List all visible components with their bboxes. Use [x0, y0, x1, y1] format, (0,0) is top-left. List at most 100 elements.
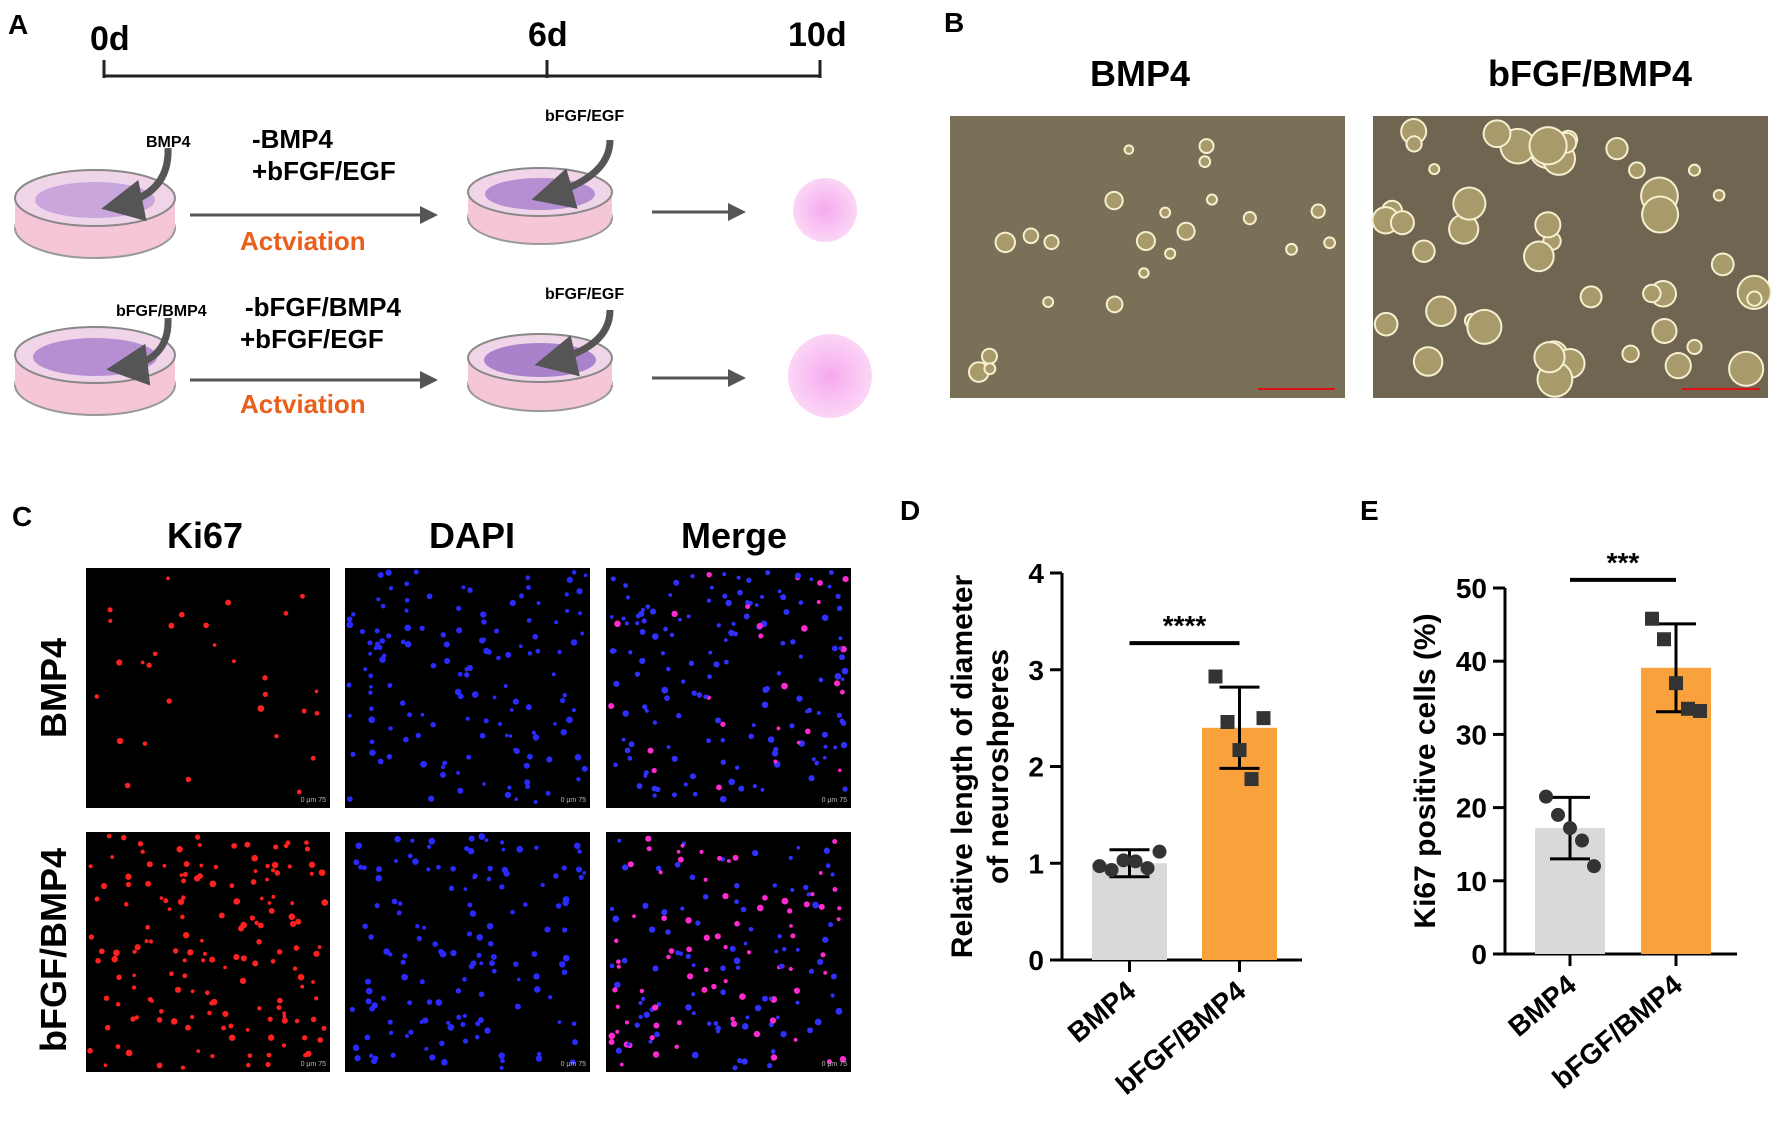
nucleus — [811, 757, 816, 762]
nucleus — [777, 589, 782, 594]
sphere — [1140, 269, 1148, 277]
nucleus — [523, 762, 530, 769]
sphere — [1200, 157, 1210, 166]
nucleus — [403, 736, 409, 743]
nucleus — [432, 941, 439, 947]
nucleus — [536, 1051, 542, 1057]
add-arrow-icon — [534, 309, 614, 377]
nucleus — [455, 988, 462, 994]
nucleus — [262, 691, 269, 697]
nucleus — [839, 654, 845, 661]
nucleus — [265, 877, 270, 882]
nucleus — [795, 1000, 800, 1005]
nucleus — [832, 886, 838, 892]
nucleus — [752, 784, 757, 789]
nucleus — [518, 644, 523, 649]
schematic-row-1: BMP4 -BMP4 +bFGF/EGF Actviation bFGF/EGF — [14, 108, 857, 259]
sphere — [1525, 242, 1553, 271]
nucleus — [690, 574, 695, 579]
culture-dish-icon — [14, 169, 176, 259]
nucleus — [493, 628, 500, 634]
nucleus — [795, 947, 800, 952]
nucleus — [466, 754, 472, 760]
sphere — [982, 349, 996, 363]
nucleus — [321, 899, 329, 906]
sphere — [1312, 205, 1324, 217]
nucleus — [723, 659, 729, 665]
nucleus — [178, 611, 185, 618]
nucleus — [400, 959, 406, 965]
panel-a: A 0d 6d 10d BMP4 -BMP4 +bFGF/EGF Actviat — [8, 9, 872, 419]
nucleus — [562, 927, 568, 933]
nucleus — [509, 708, 514, 712]
nucleus — [636, 783, 643, 789]
nucleus — [726, 859, 731, 863]
nucleus — [283, 611, 289, 616]
nucleus — [267, 1034, 275, 1041]
nucleus — [484, 838, 489, 843]
sphere — [1044, 298, 1053, 307]
nucleus — [546, 756, 553, 763]
nucleus — [691, 1011, 696, 1016]
nucleus — [609, 615, 614, 619]
nucleus — [814, 1018, 822, 1026]
nucleus — [481, 637, 487, 642]
nucleus — [489, 960, 495, 967]
nucleus — [673, 579, 680, 586]
nucleus — [463, 887, 468, 891]
nucleus — [116, 659, 123, 666]
data-point — [1693, 703, 1707, 718]
nucleus — [818, 677, 824, 683]
y-tick-label: 0 — [1028, 945, 1044, 976]
nucleus — [379, 638, 386, 644]
nucleus — [252, 960, 259, 967]
nucleus — [613, 762, 618, 768]
nucleus — [723, 979, 728, 984]
nucleus — [575, 866, 583, 873]
nucleus — [696, 692, 703, 698]
nucleus — [772, 883, 777, 888]
data-point — [1220, 714, 1235, 729]
nucleus — [504, 733, 509, 738]
if-row-bfgf-bmp4: bFGF/BMP4 — [33, 848, 74, 1052]
if-scale-label: 0 μm 75 — [822, 797, 848, 804]
nucleus — [480, 611, 487, 618]
nucleus — [825, 863, 831, 869]
nucleus — [396, 910, 402, 916]
nucleus — [526, 618, 532, 623]
nucleus — [745, 603, 751, 609]
nucleus — [183, 861, 190, 867]
nucleus — [641, 618, 647, 624]
nucleus — [478, 1017, 484, 1024]
nucleus — [108, 618, 113, 623]
neurosphere-dots-bfgf-bmp4 — [1371, 117, 1772, 398]
nucleus — [570, 1059, 576, 1065]
neurosphere-dots-bmp4 — [967, 138, 1337, 383]
nucleus — [404, 641, 412, 648]
nucleus — [447, 1023, 455, 1031]
nucleus — [669, 632, 675, 638]
nucleus — [140, 849, 145, 854]
nucleus — [612, 915, 620, 923]
nucleus — [781, 897, 789, 905]
nucleus — [374, 902, 380, 909]
sphere — [1607, 138, 1627, 159]
nucleus — [407, 712, 413, 718]
nucleus — [574, 754, 582, 761]
nucleus — [738, 785, 745, 792]
nucleus — [809, 577, 814, 582]
nucleus — [814, 760, 820, 766]
chart-d: D 0 1 2 3 4 Relative length of diameter of neu… — [900, 495, 1302, 1101]
nucleus — [733, 957, 741, 965]
nucleus — [551, 672, 556, 677]
add-arrow-icon — [531, 139, 614, 209]
nucleus — [751, 723, 756, 728]
nucleus — [581, 765, 588, 772]
nucleus — [419, 1020, 424, 1025]
nucleus — [730, 1020, 738, 1027]
nucleus — [702, 894, 709, 900]
sphere — [1730, 352, 1763, 385]
nucleus — [826, 1059, 832, 1065]
row1-added2-label: bFGF/EGF — [545, 108, 624, 125]
row1-step2-label: +bFGF/EGF — [252, 156, 396, 186]
